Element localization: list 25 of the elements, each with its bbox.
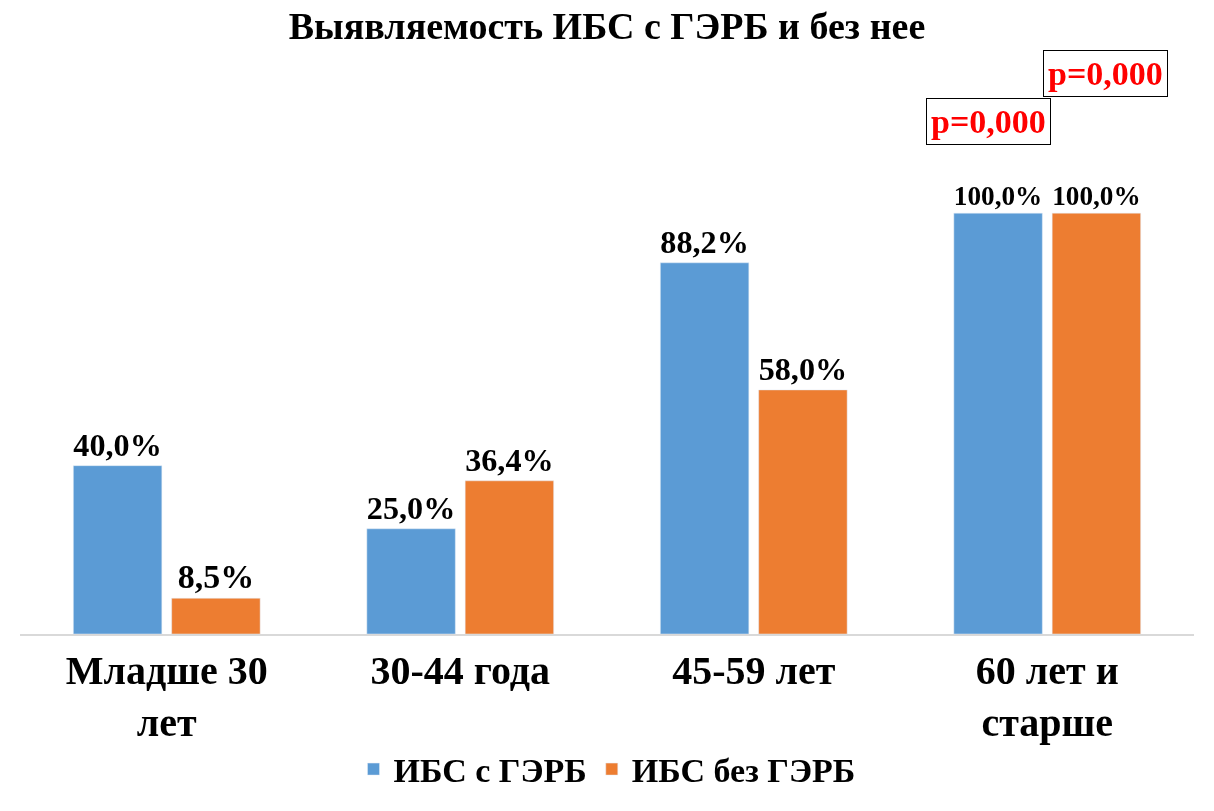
x-tick-label: Младше 30 лет: [65, 648, 268, 745]
data-label: 40,0%: [73, 427, 162, 464]
bar: [1051, 212, 1141, 634]
x-tick-label: 60 лет и старше: [975, 648, 1119, 745]
data-label: 58,0%: [758, 351, 848, 388]
x-tick-label: 45-59 лет: [672, 648, 836, 693]
data-label: 8,5%: [177, 558, 255, 596]
data-label: 100,0%: [953, 180, 1043, 211]
legend-label: ИБС с ГЭРБ: [393, 752, 587, 790]
x-tick-label: 30-44 года: [370, 648, 551, 693]
data-label: 88,2%: [660, 224, 749, 261]
data-label: 25,0%: [366, 490, 456, 527]
chart-title: Выявляемость ИБС с ГЭРБ и без нее: [288, 4, 926, 47]
legend-label: ИБС без ГЭРБ: [631, 752, 856, 790]
bar: [464, 480, 554, 634]
bar: [171, 597, 261, 634]
data-label: 100,0%: [1052, 180, 1141, 211]
text: p=0,000: [931, 103, 1046, 140]
bar: [758, 389, 848, 634]
data-label: 36,4%: [465, 442, 554, 479]
bar: [366, 528, 456, 634]
bar: [73, 465, 163, 634]
text: p=0,000: [1048, 55, 1163, 92]
bar: [660, 262, 750, 634]
bar: [953, 212, 1043, 634]
